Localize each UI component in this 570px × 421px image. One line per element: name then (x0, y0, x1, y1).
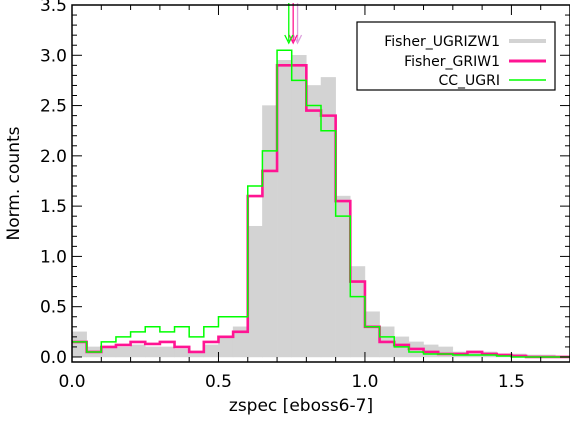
y-tick-label: 2.0 (40, 147, 67, 167)
bar-fisher-ugrizw1-6 (159, 346, 175, 358)
axis-ticks (71, 4, 570, 362)
bar-fisher-ugrizw1-14 (276, 60, 292, 358)
bar-fisher-ugrizw1-15 (291, 55, 307, 358)
bar-fisher-ugrizw1-10 (218, 336, 234, 358)
x-axis-title: zspec [eboss6-7] (229, 396, 373, 416)
x-tick-label: 1.0 (351, 372, 378, 392)
bar-fisher-ugrizw1-25 (437, 346, 454, 358)
bar-fisher-ugrizw1-17 (320, 77, 336, 358)
step-lines-layer (72, 49, 570, 359)
axis-tick-labels: 0.0 0.5 1.0 1.5 0.0 0.5 1.0 1.5 2.0 2.5 3.0 3.5 (40, 0, 525, 392)
bar-fisher-ugrizw1-7 (174, 348, 190, 358)
y-tick-label: 0.5 (40, 298, 67, 318)
bar-fisher-ugrizw1-0 (71, 331, 87, 358)
x-tick-label: 0.5 (205, 372, 232, 392)
y-axis-title: Norm. counts (4, 126, 24, 240)
y-tick-label: 2.5 (40, 97, 67, 117)
step-line-fisher-griw1 (72, 64, 570, 359)
y-tick-label: 3.0 (40, 46, 67, 66)
bar-fisher-ugrizw1-18 (335, 195, 351, 358)
median-markers-layer (284, 3, 303, 45)
bar-fisher-ugrizw1-2 (101, 346, 117, 358)
bar-fisher-ugrizw1-3 (115, 346, 131, 358)
y-tick-label: 1.5 (40, 197, 67, 217)
y-tick-label: 0.0 (40, 348, 67, 368)
bar-fisher-ugrizw1-9 (203, 344, 219, 358)
legend: Fisher_UGRIZW1 Fisher_GRIW1 CC_UGRI (356, 21, 556, 91)
legend-label-fisher-ugrizw1: Fisher_UGRIZW1 (384, 34, 500, 50)
marker-arrowhead-cc-ugri (284, 34, 294, 45)
step-line-cc-ugri (72, 49, 570, 358)
marker-arrowhead-fisher-ugrizw1 (292, 34, 303, 45)
legend-box (356, 21, 556, 91)
y-tick-label: 3.5 (40, 0, 67, 16)
marker-arrowhead-fisher-griw1 (288, 34, 298, 45)
y-tick-label: 1.0 (40, 247, 67, 267)
filled-histogram-layer (71, 55, 570, 358)
bar-fisher-ugrizw1-16 (306, 85, 322, 358)
legend-label-cc-ugri: CC_UGRI (438, 73, 500, 89)
x-tick-label: 1.5 (498, 372, 525, 392)
bar-fisher-ugrizw1-20 (364, 311, 380, 358)
bar-fisher-ugrizw1-12 (247, 225, 263, 358)
bar-fisher-ugrizw1-13 (262, 105, 278, 358)
bar-fisher-ugrizw1-19 (350, 266, 366, 358)
bar-fisher-ugrizw1-4 (130, 344, 146, 358)
x-tick-label: 0.0 (58, 372, 85, 392)
bar-fisher-ugrizw1-5 (144, 346, 161, 358)
plot-frame (71, 4, 570, 363)
legend-label-fisher-griw1: Fisher_GRIW1 (404, 54, 500, 70)
